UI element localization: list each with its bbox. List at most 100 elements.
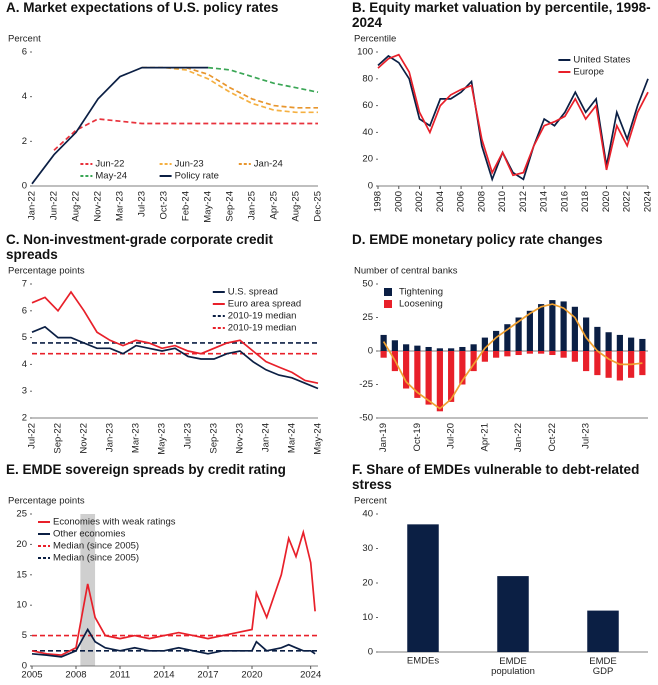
x-tick-label: Jan-25 [247,191,258,220]
chart-title: D. EMDE monetary policy rate changes [352,232,603,247]
x-tick-label: Sep-24 [225,191,236,222]
chart-title: C. Non-investment-grade corporate credit… [6,232,274,262]
bar [571,306,578,351]
bar [470,344,477,351]
y-tick-label: 10 [16,600,27,611]
bar [571,351,578,362]
x-tick-label: May-24 [203,191,214,223]
series-line [185,66,318,109]
chart-panel: A. Market expectations of U.S. policy ra… [6,0,324,228]
y-axis-label: Percentage points [8,496,85,507]
x-tick-label: 2022 [622,191,633,212]
chart-panel: C. Non-investment-grade corporate credit… [6,232,324,460]
y-tick-label: 20 [362,154,373,165]
x-tick-label: Oct-23 [159,191,170,220]
bar [526,310,533,351]
chart-panel: E. EMDE sovereign spreads by credit rati… [6,462,324,682]
bar [616,334,623,351]
y-tick-label: 15 [16,569,27,580]
x-tick-label: 2010 [497,191,508,212]
chart-title: B. Equity market valuation by percentile… [352,0,651,30]
x-tick-label: 2024 [300,670,321,680]
bar [538,304,545,351]
bar [448,351,455,402]
series-line [53,118,318,151]
bar [425,346,432,351]
x-tick-label: 2020 [601,191,612,212]
legend-label: Policy rate [175,171,219,182]
bar [407,524,439,652]
x-tick-label: Jul-23 [581,423,592,449]
bar [504,351,511,357]
x-tick-label: Jul-23 [183,423,194,449]
x-tick-label: 2014 [539,191,550,212]
x-tick-label: 2016 [559,191,570,212]
series-line [377,54,649,182]
y-tick-label: 25 [362,312,373,323]
x-tick-label: Nov-23 [235,423,246,454]
bar [403,344,410,351]
chart: Percent 0 10 20 30 40 EMDEs EMDE population EMDE G… [354,496,648,677]
bar [448,348,455,351]
bar [549,351,556,356]
bar [459,346,466,351]
series-line [377,53,649,177]
y-tick-label: -25 [359,379,373,390]
y-tick-label: 50 [362,279,373,290]
bar [560,301,567,351]
x-tick-label: Jan-19 [378,423,389,452]
bar [470,351,477,372]
y-tick-label: 5 [22,630,27,641]
chart-title: F. Share of EMDEs vulnerable to debt-rel… [352,462,640,492]
x-tick-label: 2012 [518,191,529,212]
x-tick-label: 2024 [643,191,654,212]
bar [425,351,432,405]
chart: Number of central banks -50 -25 0 25 50 Jan-19… [354,266,648,452]
bar [538,351,545,354]
bar [436,351,443,412]
chart-panel: B. Equity market valuation by percentile… [352,0,654,228]
x-tick-label: 2017 [197,670,218,680]
bar [605,351,612,378]
x-tick-label: Apr-25 [269,191,280,220]
chart-title: E. EMDE sovereign spreads by credit rati… [6,462,286,477]
y-axis-label: Percentile [354,34,396,45]
x-tick-label: Feb-24 [181,191,192,221]
x-tick-label: 2008 [476,191,487,212]
x-tick-label: Jul-23 [137,191,148,217]
y-tick-label: 20 [362,578,373,589]
x-tick-label: Dec-25 [313,191,324,222]
bar [639,338,646,351]
legend-label: Jun-22 [95,159,124,170]
legend-label: Median (since 2005) [53,541,139,552]
bar [493,330,500,351]
series-line [31,325,319,390]
bar [481,351,488,362]
x-tick-label: 2011 [110,670,130,680]
x-tick-label: Jun-22 [49,191,60,220]
x-tick-label: Jul-22 [27,423,38,449]
legend-label: Jan-24 [254,159,283,170]
legend-label: Loosening [399,299,443,310]
x-tick-label: Sep-22 [53,423,64,454]
y-tick-label: 0 [368,181,373,192]
bar [414,345,421,351]
x-tick-label: 2020 [241,670,262,680]
legend-label: Europe [573,67,604,78]
series-line [31,627,316,658]
x-tick-label: Sep-23 [209,423,220,454]
x-tick-label: May-24 [313,423,324,455]
legend-swatch [384,288,392,296]
chart-title: A. Market expectations of U.S. policy ra… [6,0,279,15]
y-tick-label: 2 [22,413,27,424]
x-tick-label: Jan-24 [261,423,272,452]
y-axis-label: Percent [8,34,41,45]
series-line [382,303,643,410]
bar [594,351,601,376]
chart: Percentage points 2 3 4 5 6 7 Jul-22 Sep-22 Nov-2… [8,266,324,455]
legend-label: 2010-19 median [228,311,297,322]
legend-label: Other economies [53,529,126,540]
bar [436,348,443,351]
legend-label: Median (since 2005) [53,553,139,564]
x-tick-label: Mar-24 [287,423,298,453]
